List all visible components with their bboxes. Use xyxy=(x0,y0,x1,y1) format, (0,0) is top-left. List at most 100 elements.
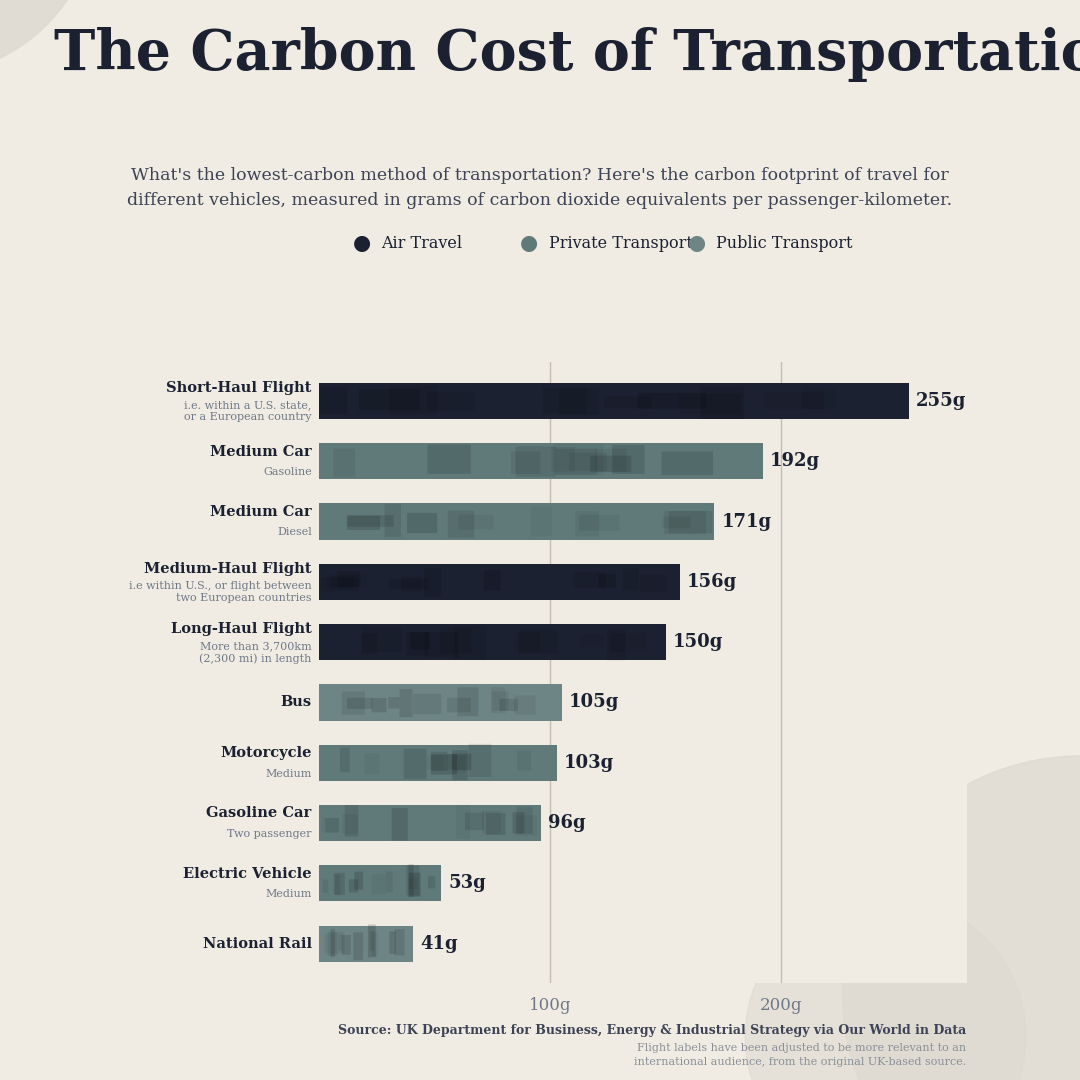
FancyBboxPatch shape xyxy=(360,389,419,410)
Bar xyxy=(319,443,762,480)
Text: 53g: 53g xyxy=(448,875,486,892)
FancyBboxPatch shape xyxy=(410,633,430,649)
Bar xyxy=(319,564,679,600)
FancyBboxPatch shape xyxy=(423,568,442,597)
FancyBboxPatch shape xyxy=(368,924,376,957)
Bar xyxy=(319,926,414,961)
Text: 96g: 96g xyxy=(548,814,585,832)
Text: Medium-Haul Flight: Medium-Haul Flight xyxy=(144,562,312,576)
FancyBboxPatch shape xyxy=(389,697,400,708)
FancyBboxPatch shape xyxy=(598,573,616,588)
FancyBboxPatch shape xyxy=(486,813,505,835)
FancyBboxPatch shape xyxy=(354,872,363,890)
FancyBboxPatch shape xyxy=(330,929,335,957)
FancyBboxPatch shape xyxy=(407,632,428,656)
Text: ●: ● xyxy=(521,233,538,253)
FancyBboxPatch shape xyxy=(518,630,558,653)
FancyBboxPatch shape xyxy=(455,625,486,659)
Text: Bus: Bus xyxy=(281,696,312,710)
Bar xyxy=(319,805,541,841)
FancyBboxPatch shape xyxy=(372,698,387,713)
Text: ●: ● xyxy=(688,233,705,253)
Bar xyxy=(319,383,908,419)
FancyBboxPatch shape xyxy=(669,511,713,534)
FancyBboxPatch shape xyxy=(612,445,645,474)
FancyBboxPatch shape xyxy=(408,878,418,889)
FancyBboxPatch shape xyxy=(573,572,606,589)
FancyBboxPatch shape xyxy=(591,456,631,472)
Text: Gasoline Car: Gasoline Car xyxy=(206,807,312,821)
FancyBboxPatch shape xyxy=(330,577,353,589)
Text: i.e. within a U.S. state,
or a European country: i.e. within a U.S. state, or a European … xyxy=(185,400,312,422)
Text: 41g: 41g xyxy=(420,934,458,953)
Text: National Rail: National Rail xyxy=(203,936,312,950)
FancyBboxPatch shape xyxy=(662,451,713,475)
FancyBboxPatch shape xyxy=(484,570,500,591)
Text: 150g: 150g xyxy=(673,633,724,651)
Text: Motorcycle: Motorcycle xyxy=(220,746,312,760)
FancyBboxPatch shape xyxy=(408,864,414,897)
Text: Short-Haul Flight: Short-Haul Flight xyxy=(166,381,312,394)
FancyBboxPatch shape xyxy=(569,453,607,471)
FancyBboxPatch shape xyxy=(516,807,532,834)
FancyBboxPatch shape xyxy=(576,511,599,537)
FancyBboxPatch shape xyxy=(764,392,824,409)
Text: Two passenger: Two passenger xyxy=(227,828,312,839)
FancyBboxPatch shape xyxy=(491,687,505,713)
FancyBboxPatch shape xyxy=(361,634,377,656)
FancyBboxPatch shape xyxy=(579,515,620,530)
FancyBboxPatch shape xyxy=(515,633,540,652)
FancyBboxPatch shape xyxy=(662,516,690,528)
FancyBboxPatch shape xyxy=(447,754,471,770)
FancyBboxPatch shape xyxy=(640,575,666,592)
FancyBboxPatch shape xyxy=(580,634,603,647)
FancyBboxPatch shape xyxy=(347,515,380,530)
Text: 192g: 192g xyxy=(770,453,820,470)
FancyBboxPatch shape xyxy=(543,388,586,414)
Bar xyxy=(319,744,557,781)
FancyBboxPatch shape xyxy=(392,808,408,840)
FancyBboxPatch shape xyxy=(389,386,437,414)
Text: 171g: 171g xyxy=(721,513,771,530)
FancyBboxPatch shape xyxy=(559,389,599,415)
FancyBboxPatch shape xyxy=(552,447,575,472)
FancyBboxPatch shape xyxy=(390,931,396,954)
Text: Medium: Medium xyxy=(266,769,312,779)
Text: Private Transport: Private Transport xyxy=(549,234,692,252)
Text: 105g: 105g xyxy=(568,693,619,712)
Text: Source: UK Department for Business, Energy & Industrial Strategy via Our World i: Source: UK Department for Business, Ener… xyxy=(338,1024,967,1037)
Text: Medium Car: Medium Car xyxy=(210,505,312,518)
Bar xyxy=(319,624,665,660)
FancyBboxPatch shape xyxy=(447,698,471,713)
FancyBboxPatch shape xyxy=(610,633,647,651)
FancyBboxPatch shape xyxy=(406,865,419,895)
FancyBboxPatch shape xyxy=(517,751,531,770)
FancyBboxPatch shape xyxy=(482,811,501,834)
Text: Public Transport: Public Transport xyxy=(716,234,852,252)
FancyBboxPatch shape xyxy=(413,693,442,714)
FancyBboxPatch shape xyxy=(347,698,373,708)
FancyBboxPatch shape xyxy=(605,396,652,408)
Bar xyxy=(319,685,562,720)
FancyBboxPatch shape xyxy=(514,696,536,714)
FancyBboxPatch shape xyxy=(679,394,741,414)
FancyBboxPatch shape xyxy=(334,873,345,895)
Text: The Carbon Cost of Transportation: The Carbon Cost of Transportation xyxy=(54,27,1080,82)
Text: Medium Car: Medium Car xyxy=(210,445,312,459)
Text: 103g: 103g xyxy=(564,754,615,772)
FancyBboxPatch shape xyxy=(323,879,328,893)
Text: More than 3,700km
(2,300 mi) in length: More than 3,700km (2,300 mi) in length xyxy=(200,640,312,664)
FancyBboxPatch shape xyxy=(428,876,435,889)
FancyBboxPatch shape xyxy=(340,747,350,772)
FancyBboxPatch shape xyxy=(465,812,484,831)
FancyBboxPatch shape xyxy=(402,577,421,592)
FancyBboxPatch shape xyxy=(448,511,474,538)
FancyBboxPatch shape xyxy=(345,805,359,837)
FancyBboxPatch shape xyxy=(555,449,597,474)
FancyBboxPatch shape xyxy=(372,932,378,956)
FancyBboxPatch shape xyxy=(431,752,447,771)
Text: What's the lowest-carbon method of transportation? Here's the carbon footprint o: What's the lowest-carbon method of trans… xyxy=(127,167,953,208)
FancyBboxPatch shape xyxy=(428,445,471,474)
FancyBboxPatch shape xyxy=(607,629,625,660)
FancyBboxPatch shape xyxy=(431,754,457,774)
